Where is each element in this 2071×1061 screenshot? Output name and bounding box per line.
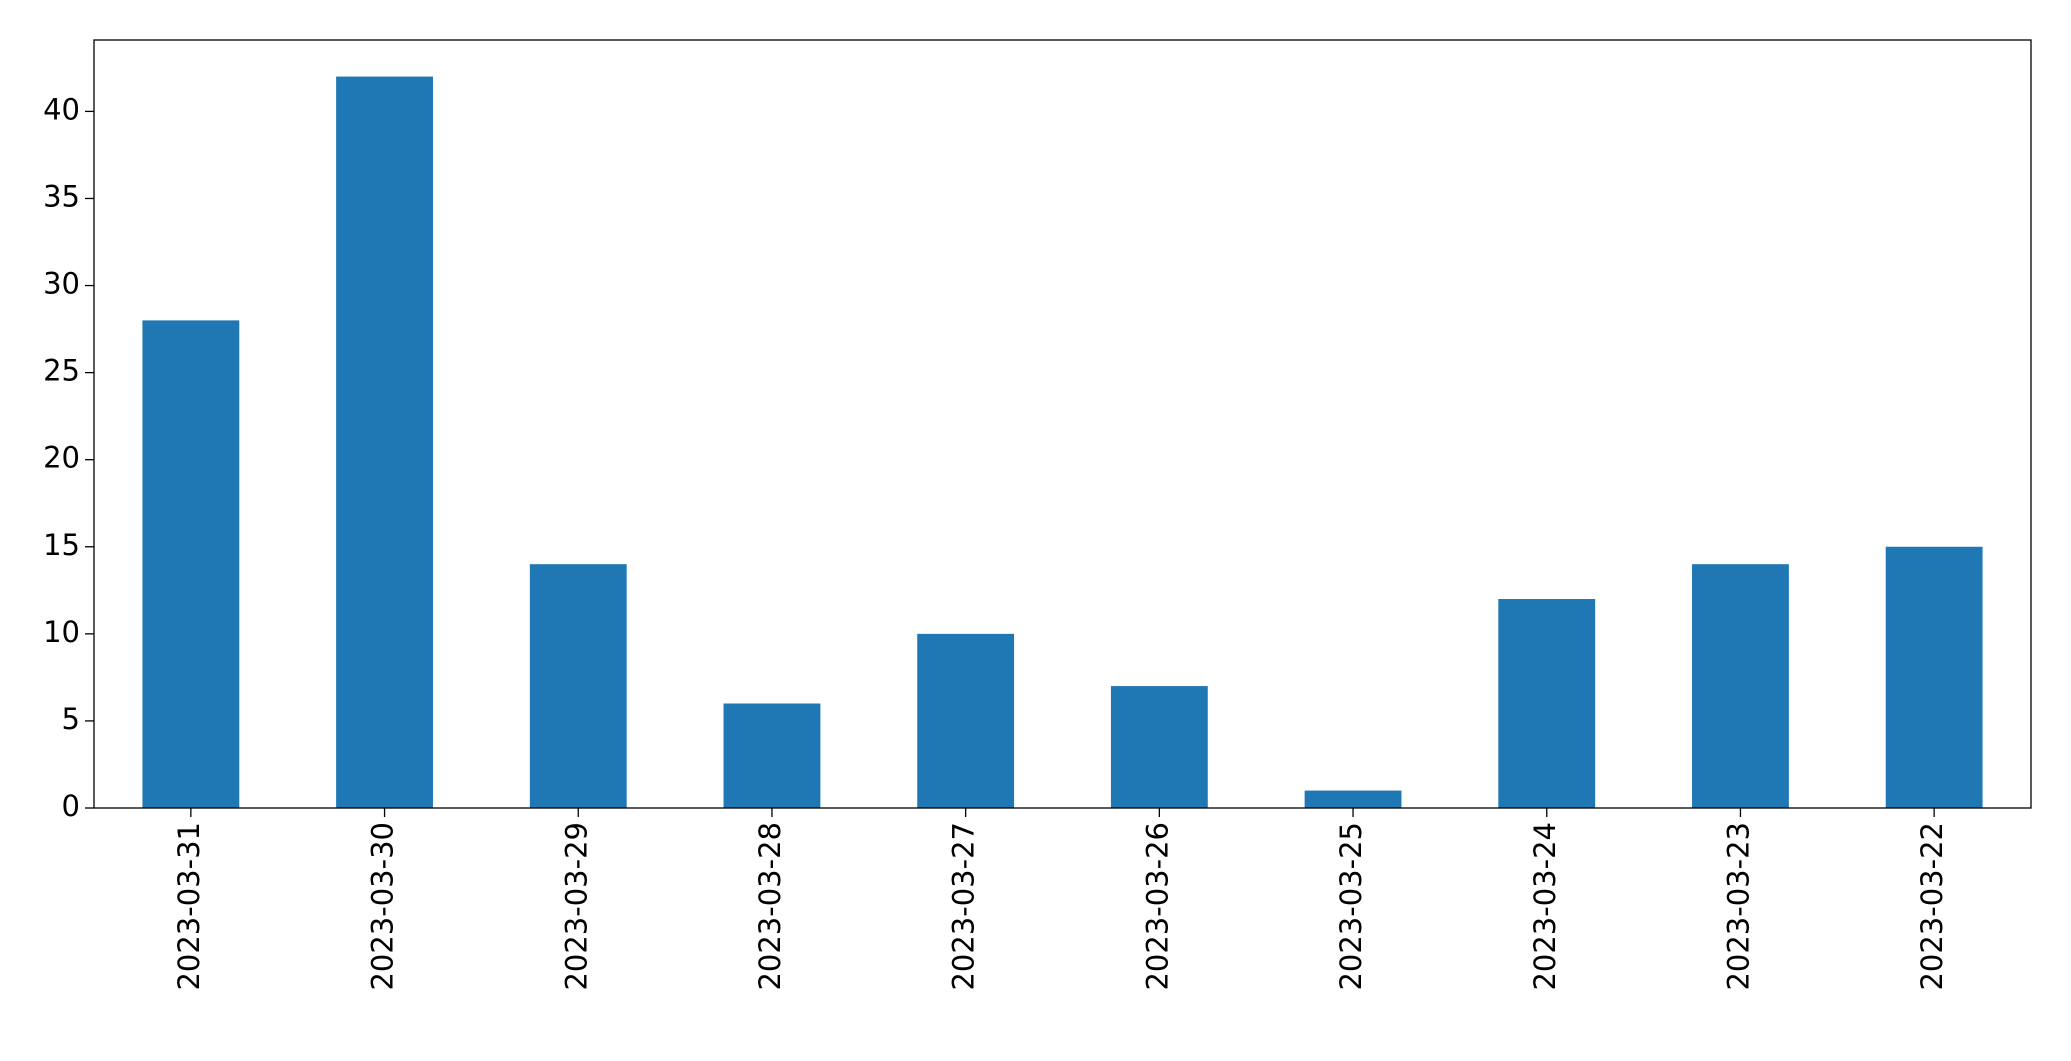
y-tick-label: 20: [43, 441, 80, 475]
y-tick-label: 10: [43, 615, 80, 649]
y-tick-label: 15: [43, 528, 80, 562]
x-tick-label: 2023-03-26: [1140, 822, 1174, 991]
x-tick-label: 2023-03-23: [1721, 822, 1755, 991]
y-tick-label: 5: [62, 702, 80, 736]
bar: [917, 633, 1015, 808]
bar: [336, 76, 433, 809]
y-tick-label: 0: [62, 789, 80, 823]
x-tick-label: 2023-03-31: [172, 822, 206, 991]
bar: [723, 703, 821, 808]
y-tick-label: 30: [43, 267, 80, 301]
y-tick-label: 35: [43, 179, 80, 213]
x-tick-label: 2023-03-27: [947, 822, 981, 991]
x-tick-label: 2023-03-24: [1528, 822, 1562, 991]
bar: [1304, 790, 1402, 808]
y-tick-label: 25: [43, 354, 80, 388]
bar: [1692, 564, 1789, 808]
bar: [1885, 546, 1983, 808]
bar: [529, 564, 627, 808]
plot-frame: [93, 39, 2032, 809]
y-tick-label: 40: [43, 92, 80, 126]
x-tick-label: 2023-03-30: [366, 822, 400, 991]
x-tick-label: 2023-03-22: [1915, 822, 1949, 991]
bar: [142, 320, 240, 808]
x-tick-label: 2023-03-28: [753, 822, 787, 991]
x-tick-label: 2023-03-25: [1334, 822, 1368, 991]
bar: [1110, 686, 1208, 808]
x-tick-label: 2023-03-29: [559, 822, 593, 991]
bar: [1498, 599, 1596, 808]
